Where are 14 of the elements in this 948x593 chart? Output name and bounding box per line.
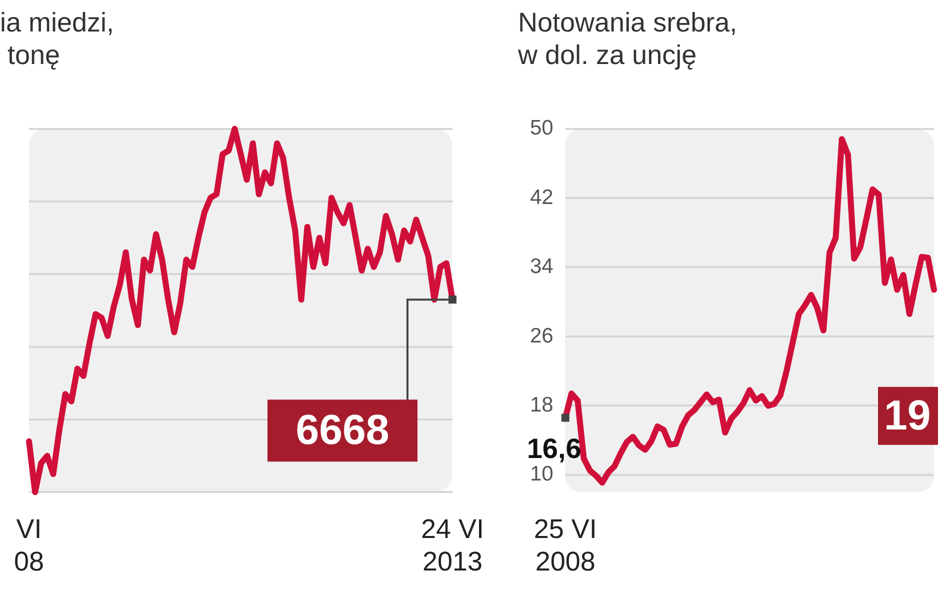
y-tick-label: 42 bbox=[530, 186, 554, 209]
y-tick-label: 18 bbox=[530, 393, 554, 416]
chart-title: Notowania srebra, w dol. za uncję bbox=[517, 8, 738, 70]
y-tick-label: 50 bbox=[530, 116, 554, 140]
y-tick-label: 10 bbox=[530, 462, 554, 486]
annotation: 6668 bbox=[296, 406, 390, 454]
annotation: 19 bbox=[884, 391, 931, 438]
chart-title: ia miedzi, tonę bbox=[0, 8, 114, 70]
x-tick-label: 25 VI 2008 bbox=[534, 514, 597, 576]
annotation: 16,6 bbox=[526, 432, 582, 464]
y-tick-label: 26 bbox=[530, 324, 554, 348]
x-tick-label: VI 08 bbox=[14, 514, 44, 576]
x-tick-label: 24 VI 2013 bbox=[420, 514, 484, 576]
y-tick-label: 34 bbox=[530, 255, 554, 278]
